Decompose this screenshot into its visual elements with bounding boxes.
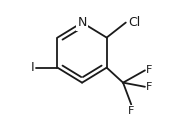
Text: Cl: Cl: [129, 16, 141, 29]
Text: I: I: [31, 61, 34, 74]
Text: N: N: [77, 16, 87, 29]
Text: F: F: [146, 82, 153, 92]
Text: F: F: [128, 106, 134, 116]
Text: F: F: [146, 65, 153, 75]
